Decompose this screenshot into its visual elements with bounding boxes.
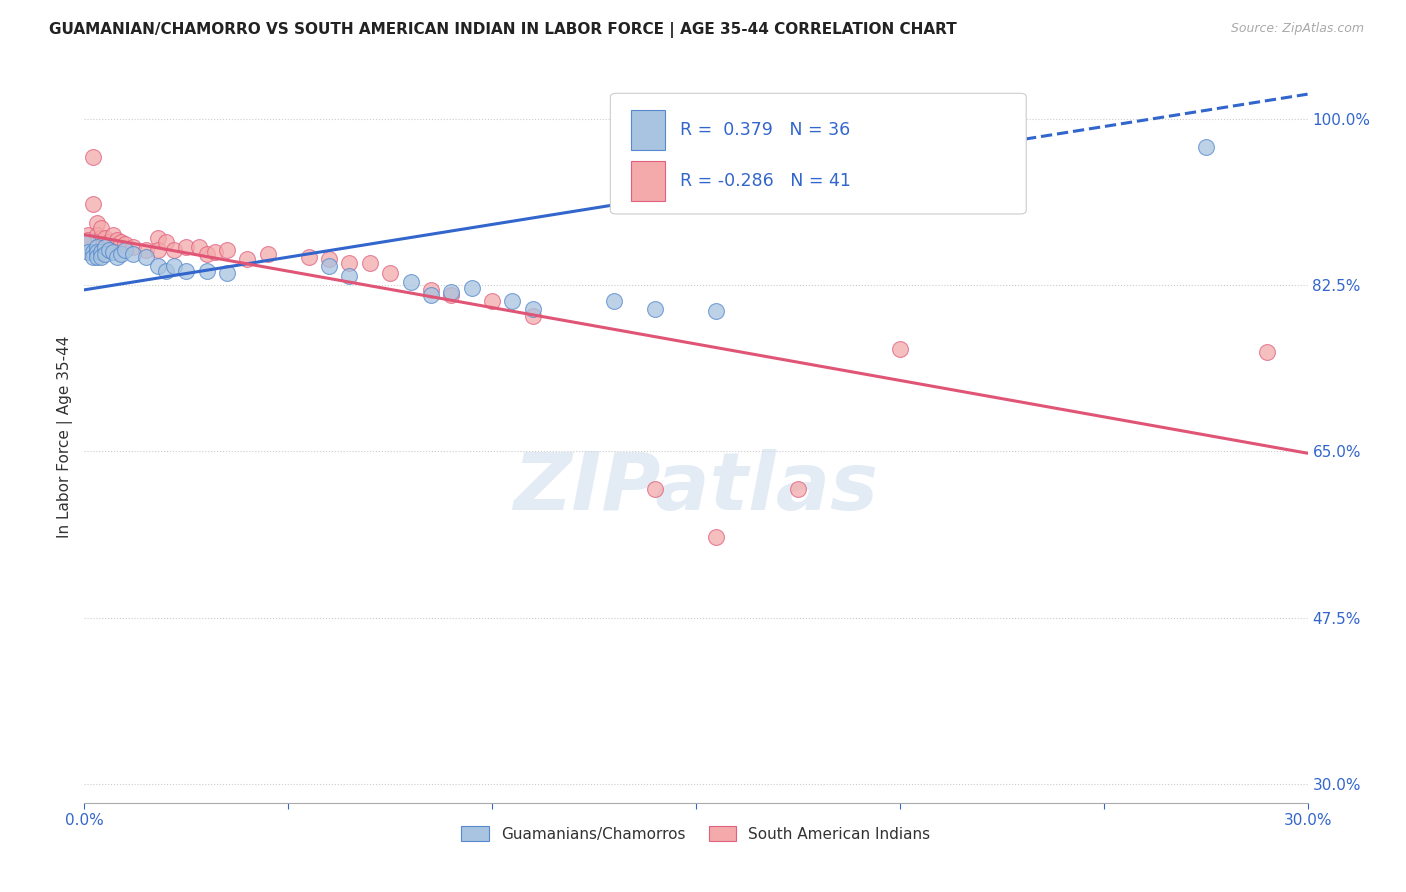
Point	[101, 227, 124, 242]
Point	[889, 342, 911, 356]
Point	[82, 197, 104, 211]
Point	[122, 240, 145, 254]
Point	[93, 246, 115, 260]
Point	[135, 250, 157, 264]
Text: R =  0.379   N = 36: R = 0.379 N = 36	[681, 121, 851, 139]
Point	[195, 246, 218, 260]
Point	[187, 240, 209, 254]
Text: R = -0.286   N = 41: R = -0.286 N = 41	[681, 172, 851, 190]
Point	[122, 246, 145, 260]
Point	[82, 244, 104, 259]
Point	[155, 235, 177, 250]
Point	[82, 250, 104, 264]
Point	[1256, 344, 1278, 359]
Point	[93, 240, 115, 254]
Point	[90, 244, 112, 259]
Point	[481, 294, 503, 309]
Point	[86, 240, 108, 254]
Point	[146, 259, 169, 273]
Point	[787, 483, 810, 497]
Point	[77, 244, 100, 259]
Point	[97, 235, 120, 250]
Point	[706, 303, 728, 318]
Point	[174, 240, 197, 254]
Point	[105, 234, 128, 248]
Point	[420, 283, 443, 297]
Point	[110, 235, 132, 250]
Point	[110, 246, 132, 260]
Point	[236, 252, 259, 267]
Point	[195, 264, 218, 278]
Point	[86, 250, 108, 264]
Point	[146, 243, 169, 257]
Point	[706, 530, 728, 544]
Point	[318, 259, 340, 273]
Point	[155, 264, 177, 278]
Point	[77, 234, 100, 248]
Point	[77, 235, 100, 250]
Point	[204, 244, 226, 259]
Point	[77, 227, 100, 242]
Point	[440, 285, 463, 299]
Point	[114, 237, 136, 252]
Bar	[631, 161, 665, 202]
Point	[420, 287, 443, 301]
Point	[90, 230, 112, 244]
Bar	[631, 110, 665, 150]
Point	[97, 243, 120, 257]
Point	[90, 221, 112, 235]
Point	[522, 301, 544, 316]
Point	[644, 483, 666, 497]
Point	[217, 266, 239, 280]
Point	[135, 243, 157, 257]
Point	[399, 275, 422, 289]
Point	[217, 243, 239, 257]
Point	[522, 310, 544, 324]
Point	[440, 287, 463, 301]
Point	[90, 250, 112, 264]
Point	[461, 281, 484, 295]
Point	[86, 216, 108, 230]
Point	[380, 266, 402, 280]
Legend: Guamanians/Chamorros, South American Indians: Guamanians/Chamorros, South American Ind…	[456, 820, 936, 847]
Text: Source: ZipAtlas.com: Source: ZipAtlas.com	[1230, 22, 1364, 36]
Point	[86, 227, 108, 242]
Point	[257, 246, 280, 260]
Point	[318, 252, 340, 267]
Point	[339, 256, 361, 270]
Text: GUAMANIAN/CHAMORRO VS SOUTH AMERICAN INDIAN IN LABOR FORCE | AGE 35-44 CORRELATI: GUAMANIAN/CHAMORRO VS SOUTH AMERICAN IND…	[49, 22, 957, 38]
FancyBboxPatch shape	[610, 94, 1026, 214]
Point	[163, 259, 186, 273]
Point	[359, 256, 381, 270]
Point	[603, 294, 626, 309]
Point	[114, 243, 136, 257]
Y-axis label: In Labor Force | Age 35-44: In Labor Force | Age 35-44	[58, 336, 73, 538]
Point	[1195, 140, 1218, 154]
Point	[163, 243, 186, 257]
Point	[82, 150, 104, 164]
Point	[86, 244, 108, 259]
Point	[339, 268, 361, 283]
Point	[93, 230, 115, 244]
Point	[146, 230, 169, 244]
Text: ZIPatlas: ZIPatlas	[513, 450, 879, 527]
Point	[298, 250, 321, 264]
Point	[105, 250, 128, 264]
Point	[101, 244, 124, 259]
Point	[502, 294, 524, 309]
Point	[174, 264, 197, 278]
Point	[644, 301, 666, 316]
